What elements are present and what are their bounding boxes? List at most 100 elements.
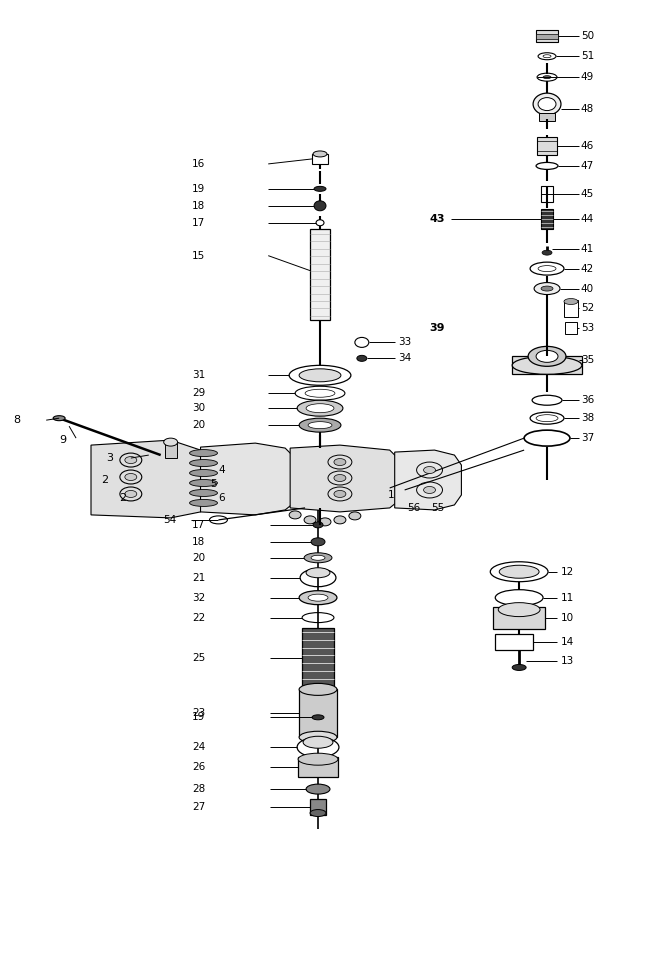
Ellipse shape: [190, 469, 217, 476]
Text: 19: 19: [192, 712, 206, 722]
Text: 17: 17: [192, 520, 206, 530]
Ellipse shape: [306, 784, 330, 794]
Ellipse shape: [190, 449, 217, 457]
Bar: [493, 607, 545, 629]
Bar: [312, 154, 328, 164]
Text: 24: 24: [192, 742, 206, 753]
Text: 33: 33: [398, 337, 411, 348]
Ellipse shape: [297, 400, 343, 417]
Text: 1: 1: [388, 490, 395, 500]
Ellipse shape: [313, 522, 323, 528]
Text: 46: 46: [581, 141, 594, 151]
Ellipse shape: [299, 732, 337, 743]
Text: 54: 54: [162, 515, 176, 525]
Text: 15: 15: [192, 251, 206, 261]
Ellipse shape: [316, 220, 324, 226]
Bar: [536, 31, 558, 42]
Text: 6: 6: [219, 492, 225, 503]
Ellipse shape: [541, 286, 553, 291]
Text: 14: 14: [561, 636, 575, 646]
Ellipse shape: [299, 369, 341, 382]
Bar: [299, 689, 337, 737]
Ellipse shape: [190, 490, 217, 496]
Ellipse shape: [349, 512, 361, 520]
Ellipse shape: [190, 499, 217, 507]
Ellipse shape: [536, 415, 558, 421]
Ellipse shape: [190, 479, 217, 487]
Ellipse shape: [533, 93, 561, 115]
Ellipse shape: [314, 186, 326, 191]
Ellipse shape: [424, 467, 435, 473]
Ellipse shape: [538, 98, 556, 110]
Ellipse shape: [164, 438, 178, 446]
Bar: [512, 356, 582, 374]
Ellipse shape: [299, 419, 341, 432]
Text: 13: 13: [561, 657, 575, 666]
Ellipse shape: [499, 565, 539, 578]
Bar: [565, 323, 577, 334]
Text: 8: 8: [14, 415, 21, 425]
Ellipse shape: [424, 487, 435, 493]
Ellipse shape: [306, 404, 334, 413]
Ellipse shape: [125, 473, 137, 481]
Text: 2: 2: [101, 475, 108, 485]
Ellipse shape: [334, 459, 346, 466]
Ellipse shape: [190, 460, 217, 467]
Ellipse shape: [299, 590, 337, 605]
Ellipse shape: [304, 516, 316, 524]
Text: 38: 38: [581, 413, 594, 423]
Text: 27: 27: [192, 802, 206, 812]
Ellipse shape: [528, 347, 566, 367]
Ellipse shape: [512, 664, 526, 670]
Text: 52: 52: [581, 303, 594, 314]
Ellipse shape: [298, 754, 338, 765]
Text: 18: 18: [192, 537, 206, 547]
Ellipse shape: [305, 389, 335, 397]
Ellipse shape: [334, 516, 346, 524]
Bar: [495, 634, 533, 650]
Bar: [165, 443, 177, 458]
Bar: [539, 113, 555, 121]
Ellipse shape: [311, 538, 325, 546]
Ellipse shape: [564, 299, 578, 304]
Polygon shape: [201, 444, 295, 515]
Ellipse shape: [536, 350, 558, 362]
Ellipse shape: [534, 282, 560, 295]
Text: 49: 49: [581, 72, 594, 83]
Text: 32: 32: [192, 592, 206, 603]
Ellipse shape: [299, 684, 337, 695]
Ellipse shape: [542, 251, 552, 255]
Text: 30: 30: [192, 403, 206, 413]
Polygon shape: [91, 440, 210, 517]
Text: 35: 35: [581, 355, 594, 366]
Ellipse shape: [543, 55, 551, 58]
Text: 41: 41: [581, 244, 594, 253]
Text: 34: 34: [398, 353, 411, 363]
Text: 36: 36: [581, 396, 594, 405]
Ellipse shape: [306, 567, 330, 578]
Text: 37: 37: [581, 433, 594, 444]
Ellipse shape: [125, 491, 137, 497]
Text: 2: 2: [119, 492, 126, 503]
Text: 48: 48: [581, 104, 594, 114]
Text: 25: 25: [192, 654, 206, 663]
Text: 53: 53: [581, 324, 594, 333]
Bar: [302, 628, 334, 689]
Ellipse shape: [312, 715, 324, 720]
Text: 23: 23: [192, 708, 206, 718]
Text: 19: 19: [192, 184, 206, 194]
Text: 17: 17: [192, 218, 206, 228]
Polygon shape: [290, 445, 404, 512]
Ellipse shape: [310, 809, 326, 817]
Text: 45: 45: [581, 189, 594, 199]
Bar: [541, 186, 553, 202]
Ellipse shape: [498, 603, 540, 616]
Bar: [310, 799, 326, 815]
Ellipse shape: [512, 356, 582, 374]
Bar: [564, 300, 578, 318]
Text: 39: 39: [430, 324, 445, 333]
Ellipse shape: [334, 491, 346, 497]
Ellipse shape: [311, 555, 325, 561]
Text: 55: 55: [432, 503, 444, 513]
Text: 16: 16: [192, 159, 206, 169]
